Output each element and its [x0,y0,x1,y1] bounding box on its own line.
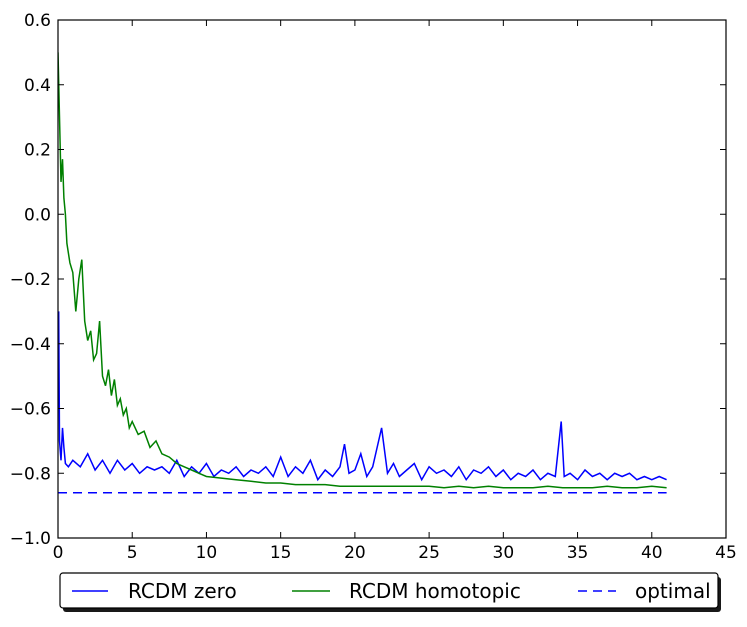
series-line-rcdm-zero [58,311,667,482]
y-tick-label: −0.4 [10,335,51,355]
x-tick-label: 10 [196,543,218,563]
x-tick-label: 5 [127,543,138,563]
x-tick-label: 45 [715,543,737,563]
legend-label: optimal [635,579,711,603]
y-tick-label: −0.6 [10,400,51,420]
plot-frame [57,19,727,539]
y-tick-label: 0.6 [24,11,51,31]
x-tick-label: 15 [270,543,292,563]
x-tick-label: 40 [641,543,663,563]
series-line-rcdm-homotopic [58,52,667,489]
y-tick-label: −0.8 [10,464,51,484]
x-tick-label: 35 [567,543,589,563]
legend-label: RCDM homotopic [349,579,521,603]
legend-label: RCDM zero [128,579,237,603]
y-tick-label: −1.0 [10,529,51,549]
x-tick-label: 25 [418,543,440,563]
x-tick-label: 30 [493,543,515,563]
y-tick-label: 0.0 [24,205,51,225]
y-tick-label: 0.4 [24,76,51,96]
tick-layer: 0 5 10 15 20 25 30 35 40 45 −1.0 −0.8 −0.6 −0.4 −0.2 0.… [10,11,737,563]
legend: RCDM zero RCDM homotopic optimal [59,572,721,612]
series-layer [58,52,667,494]
y-tick-label: 0.2 [24,141,51,161]
y-tick-label: −0.2 [10,270,51,290]
x-tick-label: 0 [53,543,64,563]
legend-box [59,572,719,609]
x-tick-label: 20 [344,543,366,563]
